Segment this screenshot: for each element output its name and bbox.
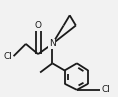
Text: Cl: Cl — [4, 52, 13, 61]
Text: N: N — [49, 39, 56, 48]
Text: Cl: Cl — [101, 85, 110, 94]
Text: O: O — [35, 21, 42, 30]
